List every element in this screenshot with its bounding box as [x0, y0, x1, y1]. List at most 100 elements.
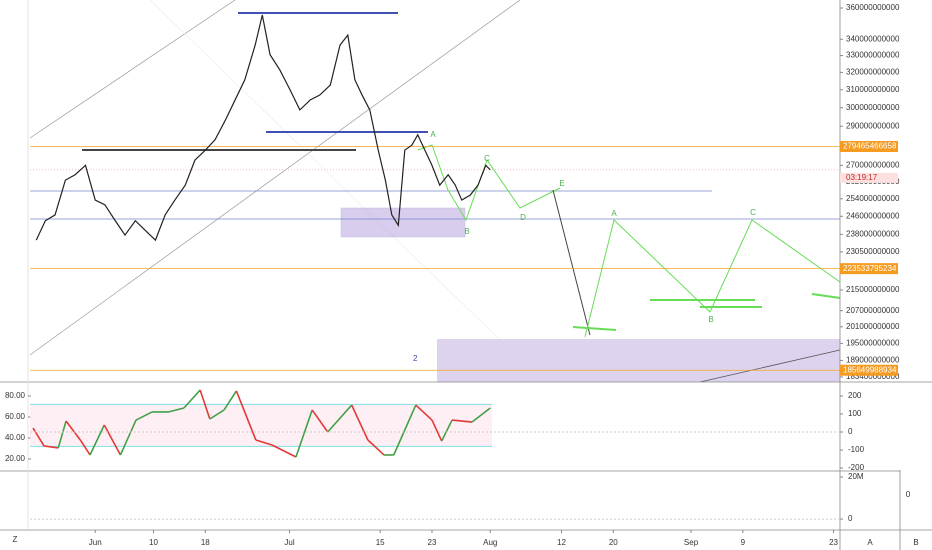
oscillator-segment — [57, 420, 67, 449]
trend-line — [699, 349, 841, 383]
wave-label: B — [708, 315, 713, 324]
y-tick-label: 60.00 — [5, 412, 26, 421]
oscillator-segment — [393, 404, 417, 456]
target-line — [811, 293, 841, 299]
y2-tick-label: 0 — [848, 427, 853, 436]
y-tick-label: 207000000000 — [846, 306, 900, 315]
y-tick-label: 340000000000 — [846, 34, 900, 43]
y-tick-label: 195000000000 — [846, 338, 900, 347]
y-tick-label: 230500000000 — [846, 247, 900, 256]
x-tick-label: 23 — [428, 538, 437, 547]
y2-tick-label: -100 — [848, 445, 865, 454]
y-tick-label: 183400000000 — [846, 372, 900, 381]
y-tick-label: 320000000000 — [846, 68, 900, 77]
oscillator-segment — [255, 439, 273, 446]
wave-label: A — [430, 130, 436, 139]
x-tick-label: Aug — [483, 538, 497, 547]
oscillator-segment — [235, 390, 257, 441]
y-tick-label: 20.00 — [5, 454, 26, 463]
y2-tick-label: 0 — [848, 514, 853, 523]
oscillator-segment — [327, 404, 353, 433]
oscillator-segment — [431, 419, 443, 442]
oscillator-segment — [32, 427, 45, 447]
y-tick-label: 360000000000 — [846, 3, 900, 12]
wave-label: E — [559, 179, 564, 188]
oscillator-segment — [168, 407, 185, 413]
price-tag-bg — [840, 364, 898, 376]
oscillator-segment — [295, 409, 313, 458]
y2-tick-label: 100 — [848, 409, 862, 418]
x-tick-label: 23 — [829, 538, 838, 547]
y-tick-label: 189000000000 — [846, 356, 900, 365]
time-tag: 03:19:17 — [846, 173, 878, 182]
y-tick-label: 290000000000 — [846, 121, 900, 130]
zone-box — [340, 207, 466, 238]
y-tick-label: 270000000000 — [846, 160, 900, 169]
wave-path — [584, 219, 841, 338]
x-tick-label: 15 — [376, 538, 385, 547]
volume-badge: 2 — [413, 354, 418, 363]
y2-tick-label: 20M — [848, 472, 864, 481]
x-tick-label: 9 — [741, 538, 746, 547]
y-tick-label: 215000000000 — [846, 285, 900, 294]
y2-tick-label: -200 — [848, 463, 865, 472]
zone-box — [437, 339, 840, 382]
y-tick-label: 254000000000 — [846, 194, 900, 203]
time-tag-bg — [840, 172, 898, 183]
x-tick-label: Sep — [684, 538, 699, 547]
oscillator-segment — [311, 409, 329, 433]
price-tag: 223533795234 — [843, 264, 897, 273]
oscillator-segment — [65, 420, 81, 441]
x-tick-label: Jun — [89, 538, 102, 547]
oscillator-segment — [79, 439, 91, 456]
target-line — [572, 326, 617, 331]
oscillator-segment — [183, 389, 201, 409]
y-tick-label: 300000000000 — [846, 103, 900, 112]
arrow-line — [552, 189, 591, 336]
price-tag-bg — [840, 141, 898, 153]
wave-path — [417, 144, 561, 222]
wave-label: D — [520, 213, 526, 222]
y-tick-label: 310000000000 — [846, 85, 900, 94]
x-tick-label: Jul — [284, 538, 294, 547]
wave-label: A — [611, 209, 617, 218]
oscillator-segment — [119, 419, 137, 456]
y-tick-label: 40.00 — [5, 433, 26, 442]
oscillator-segment — [103, 424, 122, 456]
channel-line — [29, 0, 521, 356]
toolbar-button[interactable]: Z — [13, 535, 18, 544]
oscillator-segment — [451, 419, 473, 423]
oscillator-segment — [89, 424, 105, 456]
y-tick-label: 80.00 — [5, 391, 26, 400]
oscillator-segment — [350, 404, 369, 441]
band-fill — [30, 404, 492, 447]
y-tick-label: 201000000000 — [846, 322, 900, 331]
price-tag-bg — [840, 263, 898, 275]
x-tick-label: 12 — [557, 538, 566, 547]
x-tick-label: 10 — [149, 538, 158, 547]
y-tick-label: 238000000000 — [846, 229, 900, 238]
oscillator-segment — [223, 390, 238, 411]
price-line — [35, 14, 491, 242]
toolbar-button[interactable]: B — [913, 538, 918, 547]
oscillator-segment — [43, 445, 59, 449]
wave-label: C — [750, 208, 756, 217]
side-label: 0 — [906, 490, 911, 499]
price-tag: 279465466658 — [843, 142, 897, 151]
oscillator-segment — [199, 389, 211, 420]
oscillator-segment — [440, 419, 453, 442]
y-tick-label: 330000000000 — [846, 51, 900, 60]
x-tick-label: 20 — [609, 538, 618, 547]
price-tag: 185649988934 — [843, 365, 897, 374]
oscillator-segment — [367, 439, 385, 456]
wave-label: C — [484, 154, 490, 163]
x-tick-label: 18 — [201, 538, 210, 547]
y-tick-label: 246000000000 — [846, 211, 900, 220]
toolbar-button[interactable]: A — [867, 538, 873, 547]
y2-tick-label: 200 — [848, 391, 862, 400]
channel-line — [29, 0, 236, 139]
wave-label: B — [464, 227, 469, 236]
oscillator-segment — [271, 444, 297, 458]
